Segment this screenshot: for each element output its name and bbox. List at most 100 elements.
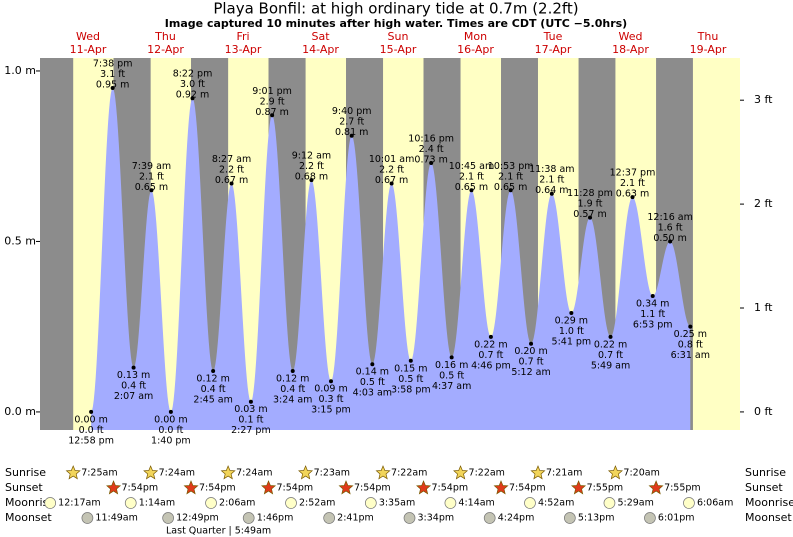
- row-time: 2:52am: [299, 498, 335, 509]
- extreme-dot: [389, 181, 394, 186]
- extreme-label: 0.67 m: [375, 175, 408, 186]
- extreme-label: 7:39 am: [132, 161, 171, 172]
- sun-icon: [648, 480, 664, 495]
- extreme-label: 2.1 ft: [539, 175, 564, 186]
- row-time: 1:46pm: [257, 513, 294, 524]
- extreme-label: 0.92 m: [176, 90, 209, 101]
- row-time: 12:17am: [58, 498, 100, 509]
- row-time: 7:21am: [546, 468, 582, 479]
- sun-icon: [261, 480, 277, 495]
- sun-icon: [220, 465, 236, 480]
- extreme-label: 0.00 m: [74, 414, 107, 425]
- row-time: 7:54pm: [509, 483, 546, 494]
- extreme-label: 2.9 ft: [260, 96, 285, 107]
- extreme-label: 0.65 m: [494, 182, 527, 193]
- chart-title: Playa Bonfil: at high ordinary tide at 0…: [213, 0, 578, 18]
- sun-icon: [338, 480, 354, 495]
- extreme-label: 0.5 ft: [360, 377, 385, 388]
- row-time: 7:54pm: [199, 483, 236, 494]
- moonrise-icon: [44, 497, 57, 509]
- row-time: 4:24pm: [498, 513, 535, 524]
- extreme-dot: [588, 215, 593, 220]
- y2-tick-label: 0 ft: [754, 405, 773, 418]
- extreme-dot: [449, 355, 454, 360]
- row-time: 1:14am: [139, 498, 175, 509]
- row-time: 7:54pm: [122, 483, 159, 494]
- extreme-label: 0.81 m: [335, 127, 368, 138]
- day-weekday: Sun: [388, 30, 409, 43]
- extreme-label: 0.4 ft: [280, 384, 305, 395]
- y2-tick-label: 3 ft: [754, 93, 773, 106]
- extreme-label: 12:58 pm: [68, 435, 114, 446]
- extreme-label: 8:22 pm: [173, 69, 213, 80]
- extreme-dot: [328, 379, 333, 384]
- row-time: 7:24am: [236, 468, 272, 479]
- extreme-label: 0.22 m: [594, 339, 627, 350]
- extreme-dot: [270, 113, 275, 118]
- sun-icon: [530, 465, 546, 480]
- row-time: 3:35am: [379, 498, 415, 509]
- day-weekday: Wed: [76, 30, 100, 43]
- moonset-icon: [483, 512, 496, 524]
- sun-icon: [106, 480, 122, 495]
- row-time: 7:25am: [81, 468, 117, 479]
- day-date: 15-Apr: [380, 43, 417, 56]
- extreme-label: 0.87 m: [255, 107, 288, 118]
- extreme-dot: [149, 188, 154, 193]
- extreme-dot: [549, 191, 554, 196]
- extreme-label: 3.1 ft: [100, 69, 125, 80]
- daylight-band: [692, 58, 740, 430]
- day-date: 17-Apr: [535, 43, 572, 56]
- row-label: Sunrise: [745, 466, 786, 479]
- day-weekday: Wed: [619, 30, 643, 43]
- moonset-icon: [242, 512, 255, 524]
- extreme-label: 0.65 m: [135, 182, 168, 193]
- sun-icon: [607, 465, 623, 480]
- moonset-icon: [403, 512, 416, 524]
- extreme-dot: [608, 334, 613, 339]
- extreme-label: 2.1 ft: [498, 171, 523, 182]
- moonset-icon: [644, 512, 656, 524]
- sun-icon: [453, 465, 469, 480]
- extreme-label: 0.25 m: [674, 329, 707, 340]
- day-weekday: Sat: [311, 30, 330, 43]
- extreme-label: 5:41 pm: [552, 337, 592, 348]
- day-weekday: Thu: [154, 30, 176, 43]
- plot-clip: [91, 88, 691, 430]
- extreme-label: 0.09 m: [314, 384, 347, 395]
- extreme-label: 3.0 ft: [180, 79, 205, 90]
- extreme-label: 1.1 ft: [640, 309, 665, 320]
- extreme-label: 1.9 ft: [578, 199, 603, 210]
- day-date: 14-Apr: [302, 43, 339, 56]
- extreme-dot: [569, 311, 574, 316]
- extreme-label: 12:16 am: [647, 212, 692, 223]
- extreme-label: 11:38 am: [529, 164, 574, 175]
- extreme-label: 0.3 ft: [318, 394, 343, 405]
- extreme-label: 8:27 am: [212, 154, 251, 165]
- moonset-icon: [323, 512, 336, 524]
- moonrise-icon: [524, 497, 536, 509]
- sun-icon: [375, 465, 391, 480]
- y-tick-label: 0.5 m: [4, 234, 36, 247]
- moonrise-icon: [205, 497, 217, 509]
- sun-icon: [416, 480, 432, 495]
- extreme-label: 1.6 ft: [658, 222, 683, 233]
- row-time: 2:41pm: [337, 513, 374, 524]
- row-label: Moonrise: [745, 496, 793, 509]
- extreme-label: 0.64 m: [535, 185, 568, 196]
- extreme-label: 0.0 ft: [158, 425, 183, 436]
- y-tick-label: 1.0 m: [4, 64, 36, 77]
- row-time: 12:49pm: [176, 513, 219, 524]
- extreme-dot: [131, 365, 136, 370]
- row-time: 7:23am: [314, 468, 350, 479]
- moonrise-icon: [603, 497, 616, 509]
- extreme-label: 6:31 am: [671, 350, 710, 361]
- row-time: 4:14am: [458, 498, 494, 509]
- extreme-label: 5:12 am: [511, 367, 550, 378]
- extreme-dot: [89, 409, 94, 414]
- extreme-label: 0.12 m: [196, 374, 229, 385]
- row-label: Moonrise: [5, 496, 55, 509]
- extreme-label: 2:45 am: [193, 395, 232, 406]
- sun-icon: [493, 480, 509, 495]
